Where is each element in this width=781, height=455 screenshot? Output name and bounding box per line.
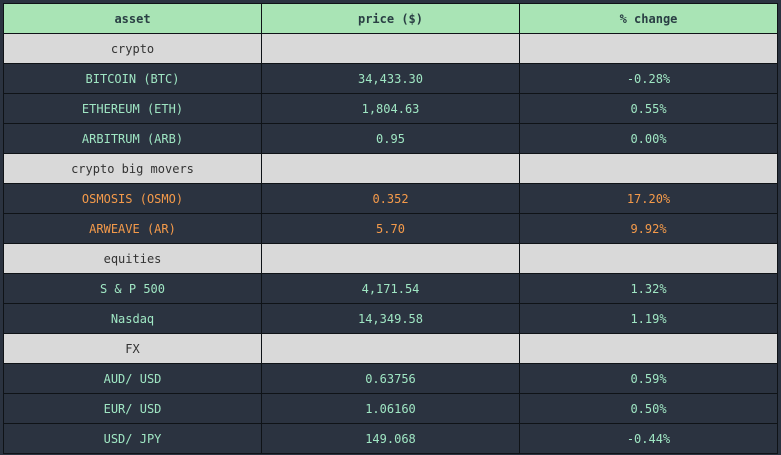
section-empty-cell	[261, 333, 520, 364]
asset-cell: USD/ JPY	[3, 423, 262, 454]
section-row-crypto: crypto	[3, 33, 778, 64]
price-cell: 1.06160	[261, 393, 520, 424]
column-header-price[interactable]: price ($)	[261, 3, 520, 34]
asset-cell: ARWEAVE (AR)	[3, 213, 262, 244]
section-label: FX	[3, 333, 262, 364]
table-row: ARBITRUM (ARB) 0.95 0.00%	[3, 123, 778, 154]
section-empty-cell	[519, 243, 778, 274]
price-cell: 0.63756	[261, 363, 520, 394]
section-empty-cell	[261, 33, 520, 64]
table-row: ARWEAVE (AR) 5.70 9.92%	[3, 213, 778, 244]
asset-cell: Nasdaq	[3, 303, 262, 334]
header-row: asset price ($) % change	[3, 3, 778, 34]
price-cell: 0.352	[261, 183, 520, 214]
price-cell: 4,171.54	[261, 273, 520, 304]
table-row: Nasdaq 14,349.58 1.19%	[3, 303, 778, 334]
column-header-asset[interactable]: asset	[3, 3, 262, 34]
table-row: S & P 500 4,171.54 1.32%	[3, 273, 778, 304]
change-cell: 0.59%	[519, 363, 778, 394]
section-label: crypto	[3, 33, 262, 64]
price-cell: 1,804.63	[261, 93, 520, 124]
asset-cell: ARBITRUM (ARB)	[3, 123, 262, 154]
table-row: BITCOIN (BTC) 34,433.30 -0.28%	[3, 63, 778, 94]
asset-cell: AUD/ USD	[3, 363, 262, 394]
table-row: AUD/ USD 0.63756 0.59%	[3, 363, 778, 394]
change-cell: 9.92%	[519, 213, 778, 244]
section-empty-cell	[519, 153, 778, 184]
section-row-equities: equities	[3, 243, 778, 274]
section-row-crypto-big-movers: crypto big movers	[3, 153, 778, 184]
change-cell: 0.50%	[519, 393, 778, 424]
change-cell: 0.55%	[519, 93, 778, 124]
column-header-change[interactable]: % change	[519, 3, 778, 34]
section-empty-cell	[261, 243, 520, 274]
asset-cell: ETHEREUM (ETH)	[3, 93, 262, 124]
price-cell: 14,349.58	[261, 303, 520, 334]
section-empty-cell	[261, 153, 520, 184]
table-row: USD/ JPY 149.068 -0.44%	[3, 423, 778, 454]
asset-cell: BITCOIN (BTC)	[3, 63, 262, 94]
change-cell: 17.20%	[519, 183, 778, 214]
asset-cell: EUR/ USD	[3, 393, 262, 424]
change-cell: -0.44%	[519, 423, 778, 454]
price-cell: 149.068	[261, 423, 520, 454]
asset-cell: S & P 500	[3, 273, 262, 304]
section-empty-cell	[519, 333, 778, 364]
table-row: ETHEREUM (ETH) 1,804.63 0.55%	[3, 93, 778, 124]
price-cell: 0.95	[261, 123, 520, 154]
section-label: crypto big movers	[3, 153, 262, 184]
asset-cell: OSMOSIS (OSMO)	[3, 183, 262, 214]
change-cell: -0.28%	[519, 63, 778, 94]
section-empty-cell	[519, 33, 778, 64]
change-cell: 0.00%	[519, 123, 778, 154]
price-cell: 34,433.30	[261, 63, 520, 94]
table-row: OSMOSIS (OSMO) 0.352 17.20%	[3, 183, 778, 214]
change-cell: 1.19%	[519, 303, 778, 334]
change-cell: 1.32%	[519, 273, 778, 304]
section-label: equities	[3, 243, 262, 274]
quotes-table: asset price ($) % change crypto BITCOIN …	[3, 3, 778, 454]
section-row-fx: FX	[3, 333, 778, 364]
price-cell: 5.70	[261, 213, 520, 244]
table-row: EUR/ USD 1.06160 0.50%	[3, 393, 778, 424]
